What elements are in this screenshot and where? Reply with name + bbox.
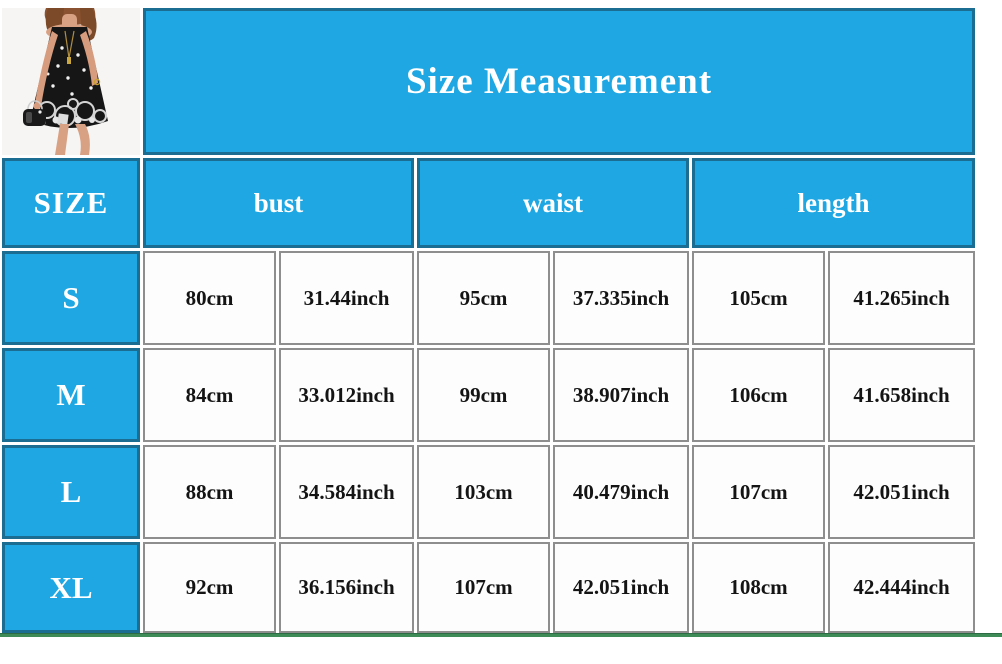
size-row-label-l: L: [2, 445, 140, 539]
bust-cm-value: 88cm: [143, 445, 276, 539]
bust-cm-value: 92cm: [143, 542, 276, 633]
bust-cm-value: 84cm: [143, 348, 276, 442]
product-photo: [2, 8, 140, 155]
size-row-label-s: S: [2, 251, 140, 345]
length-inch-value: 41.265inch: [828, 251, 975, 345]
bust-inch-value: 31.44inch: [279, 251, 414, 345]
length-inch-value: 41.658inch: [828, 348, 975, 442]
waist-cm-value: 103cm: [417, 445, 550, 539]
waist-cm-value: 99cm: [417, 348, 550, 442]
bust-inch-value: 34.584inch: [279, 445, 414, 539]
waist-cm-value: 107cm: [417, 542, 550, 633]
length-cm-value: 105cm: [692, 251, 825, 345]
bust-inch-value: 33.012inch: [279, 348, 414, 442]
length-header: length: [692, 158, 975, 248]
size-table: Size Measurement SIZE bust waist length …: [2, 8, 975, 633]
bottom-accent-line: [0, 633, 1002, 637]
bust-inch-value: 36.156inch: [279, 542, 414, 633]
bust-header: bust: [143, 158, 414, 248]
waist-header: waist: [417, 158, 689, 248]
length-cm-value: 108cm: [692, 542, 825, 633]
waist-cm-value: 95cm: [417, 251, 550, 345]
table-title: Size Measurement: [143, 8, 975, 155]
waist-inch-value: 38.907inch: [553, 348, 689, 442]
bust-cm-value: 80cm: [143, 251, 276, 345]
size-row-label-m: M: [2, 348, 140, 442]
waist-inch-value: 37.335inch: [553, 251, 689, 345]
size-row-label-xl: XL: [2, 542, 140, 633]
length-inch-value: 42.051inch: [828, 445, 975, 539]
waist-inch-value: 42.051inch: [553, 542, 689, 633]
waist-inch-value: 40.479inch: [553, 445, 689, 539]
length-cm-value: 107cm: [692, 445, 825, 539]
dress-illustration: [2, 8, 140, 155]
size-column-header: SIZE: [2, 158, 140, 248]
length-inch-value: 42.444inch: [828, 542, 975, 633]
length-cm-value: 106cm: [692, 348, 825, 442]
